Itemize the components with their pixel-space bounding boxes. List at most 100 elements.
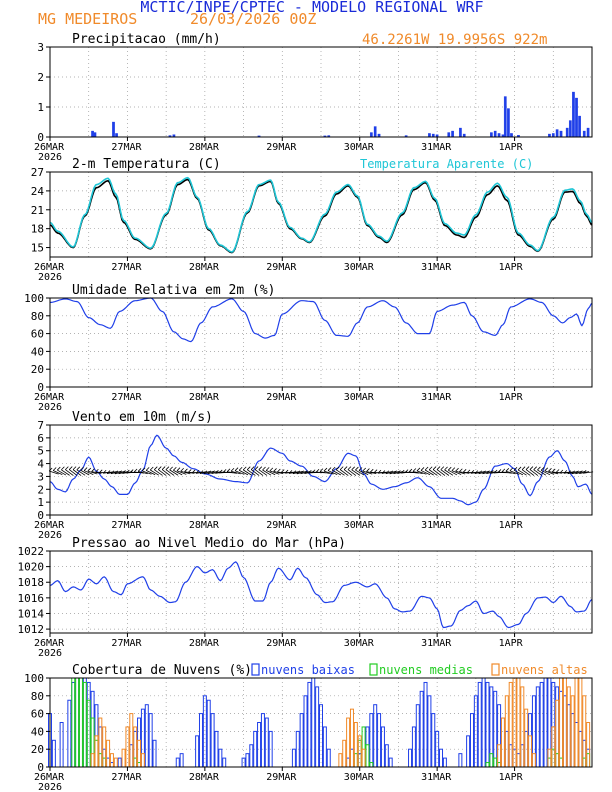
wind-barb-head [230, 467, 235, 472]
wind-barb-head [489, 470, 494, 474]
wind-barb [158, 469, 167, 476]
wind-barb-head [315, 468, 320, 473]
wind-barb [48, 470, 59, 475]
wind-barb-head [474, 470, 479, 474]
bar-nuvens-baixas [175, 757, 180, 768]
wind-barb-head [187, 469, 192, 473]
bar-nuvens-baixas [117, 757, 122, 768]
y-tick-label: 1 [37, 496, 44, 509]
x-tick-label: 27MAR [111, 392, 142, 403]
bar-precipitacao [93, 132, 97, 138]
bar-precipitacao [572, 91, 575, 138]
wind-barb [432, 469, 442, 476]
bar-nuvens-baixas [295, 730, 300, 768]
bar-precipitacao [459, 127, 462, 138]
bar-nuvens-medias [71, 677, 76, 768]
wind-barb-head [381, 470, 386, 474]
wind-barb-head [269, 467, 274, 472]
wind-barb-head [65, 466, 69, 470]
wind-barb [544, 470, 555, 475]
bar-nuvens-altas [106, 739, 111, 768]
header-coords: 46.2261W 19.9956S 922m [362, 32, 547, 48]
wind-barb [269, 470, 280, 475]
bar-nuvens-altas [531, 753, 536, 768]
bar-nuvens-altas [109, 753, 114, 768]
wind-barb [335, 469, 345, 476]
wind-barb [273, 471, 284, 475]
x-tick-label: 29MAR [266, 392, 297, 403]
y-tick-label: 21 [31, 204, 44, 217]
wind-barb-head [505, 468, 510, 472]
wind-barb [72, 469, 82, 476]
y-tick-label: 100 [24, 672, 44, 685]
wind-barb-head [98, 469, 103, 474]
wind-barb-head [110, 470, 115, 475]
bar-nuvens-baixas [442, 757, 447, 768]
bar-nuvens-altas [524, 708, 529, 768]
bar-nuvens-altas [578, 677, 583, 768]
plot-frame [49, 550, 593, 634]
bar-precipitacao [451, 130, 454, 138]
wind-barb-head [234, 467, 239, 471]
x-tick-label: 1APR [499, 262, 524, 273]
legend-swatch [491, 663, 500, 676]
wind-barb-head [211, 470, 215, 474]
wind-barb-head [366, 468, 370, 472]
wind-barb-head [68, 466, 73, 470]
wind-barb-head [319, 468, 324, 472]
wind-barb-head [87, 467, 92, 472]
wind-barb-head [176, 467, 181, 471]
bar-nuvens-baixas [493, 690, 498, 768]
wind-barb-head [277, 468, 281, 473]
bar-nuvens-baixas [307, 681, 312, 768]
wind-barb-head [470, 470, 475, 474]
wind-barb [358, 470, 369, 476]
wind-barb-head [420, 467, 425, 471]
wind-barb-head [114, 470, 119, 475]
bar-nuvens-baixas [59, 722, 64, 768]
bar-nuvens-altas [570, 695, 575, 768]
bar-nuvens-baixas [245, 753, 250, 768]
y-tick-label: 1020 [18, 561, 45, 574]
bar-nuvens-altas [90, 753, 95, 768]
bar-precipitacao [373, 126, 377, 138]
wind-barb [243, 469, 252, 476]
wind-barb-head [323, 467, 328, 472]
wind-barb-head [540, 467, 545, 471]
wind-barb [230, 470, 241, 475]
bar-precipitacao [578, 115, 581, 138]
wind-barb-head [137, 468, 142, 472]
wind-barb [440, 469, 450, 476]
x-tick-label: 28MAR [189, 520, 220, 531]
bar-nuvens-baixas [206, 699, 211, 768]
bar-precipitacao [582, 130, 586, 138]
wind-barb [83, 470, 94, 475]
wind-barb [254, 469, 264, 476]
wind-barb-head [432, 466, 437, 470]
x-tick-label: 27MAR [111, 772, 142, 783]
bar-precipitacao [503, 96, 507, 138]
bar-nuvens-baixas [326, 748, 331, 768]
bar-nuvens-baixas [67, 699, 72, 768]
wind-barb [339, 469, 349, 476]
wind-barb-head [80, 466, 84, 471]
y-tick-label: 3 [37, 470, 44, 483]
wind-barb-head [250, 466, 255, 470]
wind-barb [134, 471, 145, 474]
legend-label-nuvens-baixas: nuvens baixas [261, 663, 355, 677]
bar-precipitacao [586, 127, 590, 138]
plot-frame [49, 46, 593, 138]
panel-title-rh: Umidade Relativa em 2m (%) [72, 283, 276, 298]
wind-barb-head [222, 469, 227, 473]
bar-nuvens-baixas [311, 677, 316, 768]
bar-nuvens-baixas [481, 677, 486, 768]
x-tick-label: 30MAR [344, 638, 375, 649]
wind-barb-head [145, 467, 150, 471]
bar-nuvens-baixas [369, 713, 374, 768]
wind-barb [234, 470, 245, 475]
bar-nuvens-baixas [299, 713, 304, 768]
